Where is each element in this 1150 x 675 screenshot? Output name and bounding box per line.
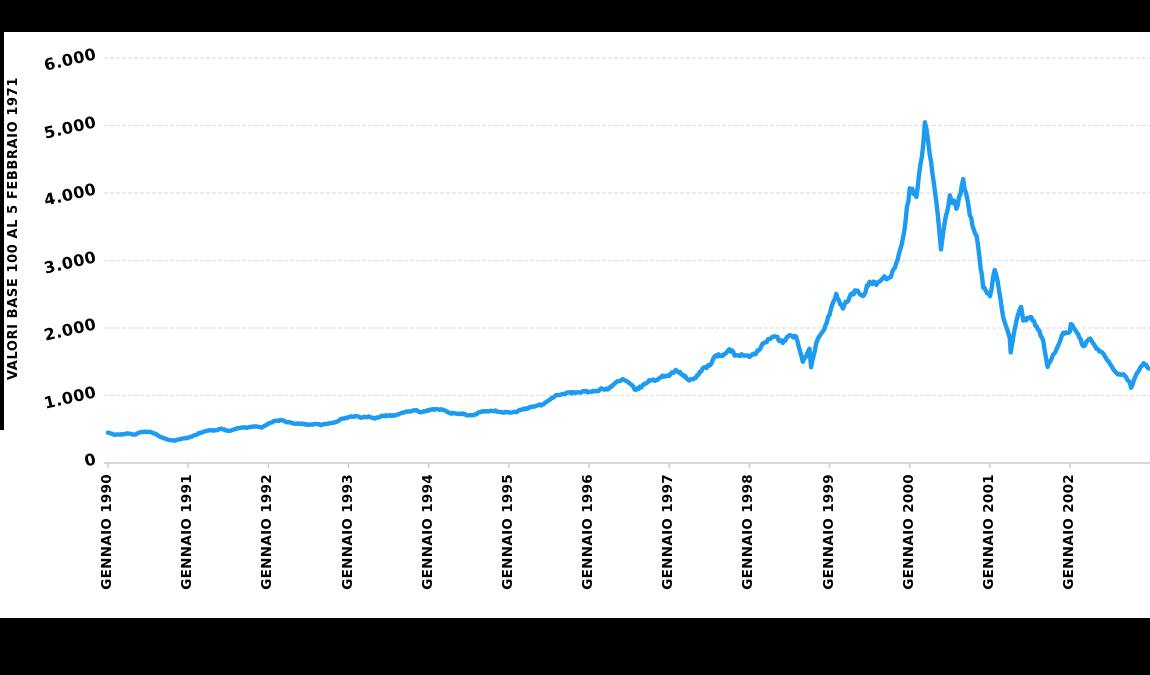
x-tick-label: GENNAIO 1990 [99, 474, 115, 590]
letterbox-left-strip [0, 0, 4, 430]
letterbox-bottom [0, 618, 1150, 675]
x-tick-label: GENNAIO 1992 [259, 474, 276, 590]
letterbox-top [0, 0, 1150, 32]
x-tick-label: GENNAIO 1996 [580, 474, 597, 590]
x-tick-label: GENNAIO 1997 [660, 474, 677, 590]
x-tick-label: GENNAIO 1999 [820, 474, 837, 590]
x-tick-label: GENNAIO 1994 [419, 474, 436, 590]
x-tick-label: GENNAIO 2002 [1061, 474, 1078, 590]
x-tick-label: GENNAIO 1991 [179, 474, 196, 590]
x-tick-label: GENNAIO 1998 [740, 474, 757, 590]
x-tick-label: GENNAIO 1995 [499, 474, 516, 590]
x-tick-label: GENNAIO 1993 [339, 474, 356, 590]
x-tick-label: GENNAIO 2001 [980, 474, 997, 590]
chart-canvas [0, 32, 1150, 618]
x-tick-label: GENNAIO 2000 [900, 474, 917, 590]
